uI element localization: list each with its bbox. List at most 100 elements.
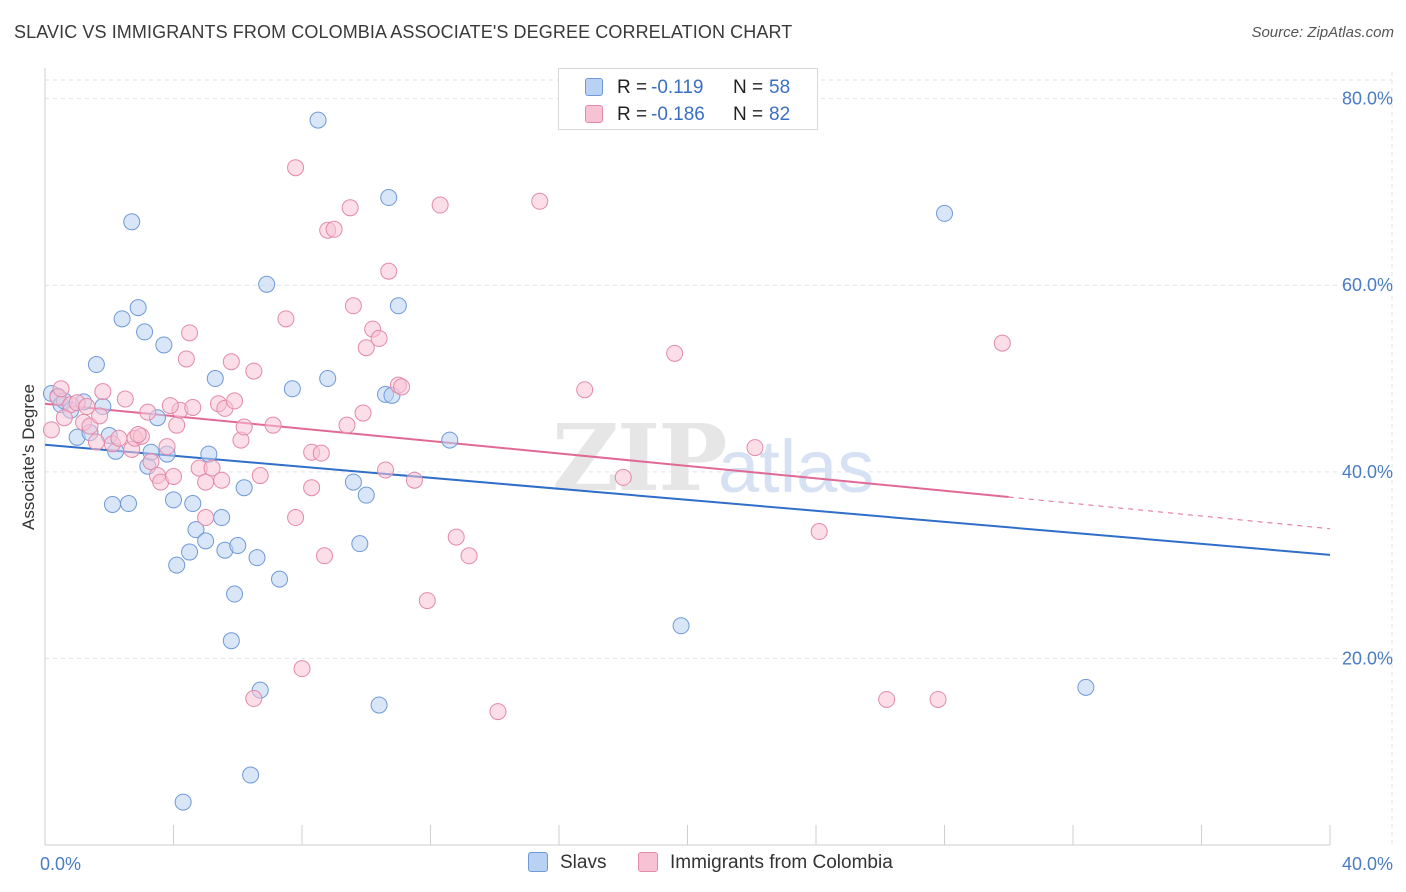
point-slavs xyxy=(87,356,105,374)
trend-line-slavs xyxy=(44,443,1331,556)
slavs-swatch xyxy=(585,78,603,96)
point-colombia xyxy=(447,528,465,546)
point-colombia xyxy=(370,329,388,347)
point-colombia xyxy=(226,392,244,410)
chart-title: SLAVIC VS IMMIGRANTS FROM COLOMBIA ASSOC… xyxy=(14,22,793,42)
point-slavs xyxy=(351,535,369,553)
point-slavs xyxy=(309,111,327,129)
point-slavs xyxy=(389,297,407,315)
x-tick-label: 0.0% xyxy=(40,854,81,874)
point-colombia xyxy=(52,380,70,398)
point-colombia xyxy=(341,199,359,217)
point-colombia xyxy=(177,350,195,368)
point-slavs xyxy=(174,793,192,811)
point-slavs xyxy=(165,491,182,509)
point-slavs xyxy=(344,473,362,491)
point-colombia xyxy=(197,509,215,527)
point-colombia xyxy=(94,383,112,401)
y-tick-label: 60.0% xyxy=(1342,275,1393,295)
point-colombia xyxy=(251,467,269,485)
point-colombia xyxy=(91,407,109,425)
point-colombia xyxy=(357,339,375,357)
point-slavs xyxy=(136,323,154,341)
point-slavs xyxy=(155,336,173,354)
point-slavs xyxy=(129,299,147,317)
point-slavs xyxy=(226,585,244,603)
stats-legend: R = -0.119 N = 58 R = -0.186 N = 82 xyxy=(558,68,818,130)
trend-line-colombia-extension xyxy=(1008,496,1331,530)
point-slavs xyxy=(187,521,205,539)
legend-row-colombia: R = -0.186 N = 82 xyxy=(559,101,817,127)
r-label: R = xyxy=(617,104,648,125)
y-tick-label: 80.0% xyxy=(1342,89,1393,109)
point-colombia xyxy=(810,523,828,541)
point-colombia xyxy=(55,409,73,427)
point-colombia xyxy=(746,439,764,457)
point-colombia xyxy=(129,426,147,444)
point-colombia xyxy=(42,421,60,439)
point-colombia xyxy=(139,403,157,421)
point-colombia xyxy=(460,547,478,565)
point-colombia xyxy=(489,703,507,721)
point-slavs xyxy=(168,556,186,574)
y-axis-label: Associate's Degree xyxy=(19,384,38,530)
point-slavs xyxy=(319,370,337,388)
point-colombia xyxy=(184,398,202,416)
n-value: 82 xyxy=(769,104,791,125)
legend-item-colombia[interactable]: Immigrants from Colombia xyxy=(638,852,893,874)
point-slavs xyxy=(181,543,199,561)
colombia-legend-swatch xyxy=(638,852,658,872)
r-value: -0.186 xyxy=(651,104,705,125)
point-colombia xyxy=(393,378,411,396)
point-slavs xyxy=(222,632,240,650)
point-slavs xyxy=(206,370,224,388)
point-colombia xyxy=(878,690,896,708)
point-colombia xyxy=(142,453,160,471)
y-tick-label: 20.0% xyxy=(1342,648,1393,668)
slavs-legend-swatch xyxy=(528,852,548,872)
point-colombia xyxy=(666,344,684,362)
point-colombia xyxy=(380,262,398,280)
point-colombia xyxy=(264,416,282,434)
x-tick-label: 40.0% xyxy=(1342,854,1393,874)
watermark: ZIP atlas xyxy=(552,404,874,512)
point-colombia xyxy=(203,459,221,477)
point-colombia xyxy=(235,418,253,436)
series-slavs xyxy=(42,111,1095,811)
n-value: 58 xyxy=(769,77,791,98)
point-slavs xyxy=(184,495,202,513)
point-colombia xyxy=(325,220,343,238)
y-tick-label: 40.0% xyxy=(1342,462,1393,482)
point-colombia xyxy=(315,547,333,565)
n-label: N = xyxy=(733,77,764,98)
point-colombia xyxy=(405,471,423,489)
point-colombia xyxy=(168,416,186,434)
n-label: N = xyxy=(733,104,764,125)
point-colombia xyxy=(293,660,311,678)
point-slavs xyxy=(197,532,215,550)
point-colombia xyxy=(161,397,179,415)
point-colombia xyxy=(344,297,362,315)
point-colombia xyxy=(614,468,632,486)
tick-labels: 20.0% 40.0% 60.0% 80.0% 0.0% 40.0% xyxy=(40,89,1393,874)
point-colombia xyxy=(418,592,436,610)
point-slavs xyxy=(123,213,141,231)
point-colombia xyxy=(287,159,305,177)
r-value: -0.119 xyxy=(651,77,704,98)
watermark-zip: ZIP xyxy=(552,404,725,512)
slavs-legend-label: Slavs xyxy=(560,852,607,873)
point-slavs xyxy=(271,570,289,588)
point-slavs xyxy=(1077,678,1095,696)
point-slavs xyxy=(380,189,398,207)
axes xyxy=(44,68,1331,846)
point-slavs xyxy=(357,486,375,504)
series-colombia xyxy=(42,159,1011,721)
point-colombia xyxy=(531,192,549,210)
point-colombia xyxy=(78,398,96,416)
r-label: R = xyxy=(617,77,648,98)
legend-item-slavs[interactable]: Slavs xyxy=(528,852,606,874)
point-slavs xyxy=(258,275,276,293)
point-colombia xyxy=(87,433,105,451)
point-colombia xyxy=(165,467,182,485)
trend-lines xyxy=(44,402,1331,556)
